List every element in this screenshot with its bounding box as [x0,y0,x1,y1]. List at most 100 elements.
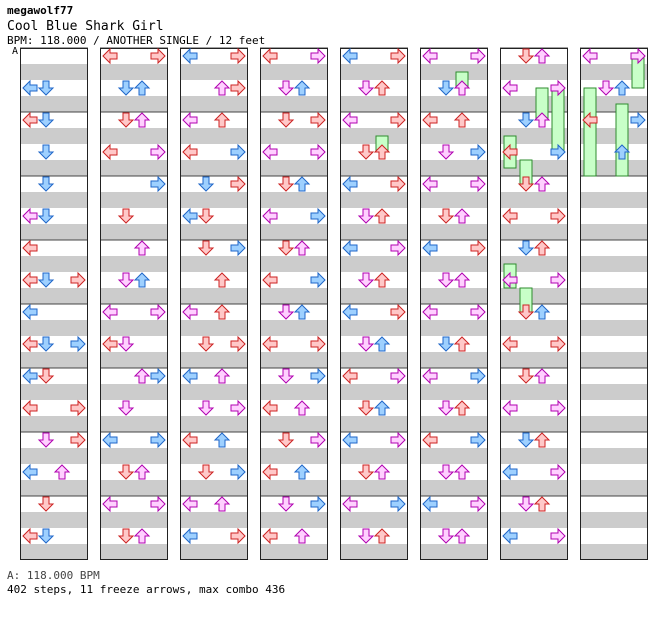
right-arrow-icon [550,399,566,417]
down-arrow-icon [277,112,295,128]
left-arrow-icon [502,335,518,353]
right-arrow-icon [470,175,486,193]
left-arrow-icon [502,399,518,417]
down-arrow-icon [37,528,55,544]
down-arrow-icon [37,208,55,224]
down-arrow-icon [117,528,135,544]
left-arrow-icon [342,47,358,65]
chart-column-2 [100,47,168,560]
beat-band [20,544,88,560]
beat-band [500,192,568,208]
down-arrow-icon [37,80,55,96]
beat-band [180,416,248,432]
down-arrow-icon [277,496,295,512]
up-arrow-icon [533,176,551,192]
beat-band [500,480,568,496]
up-arrow-icon [133,272,151,288]
left-arrow-icon [22,367,38,385]
beat-band [260,416,328,432]
column-frame [180,48,248,560]
down-arrow-icon [357,80,375,96]
right-arrow-icon [470,431,486,449]
down-arrow-icon [357,528,375,544]
left-arrow-icon [102,143,118,161]
up-arrow-icon [453,112,471,128]
down-arrow-icon [517,496,535,512]
down-arrow-icon [117,400,135,416]
down-arrow-icon [517,368,535,384]
right-arrow-icon [310,207,326,225]
up-arrow-icon [133,112,151,128]
left-arrow-icon [502,207,518,225]
chart-column-5 [340,47,408,560]
right-arrow-icon [310,111,326,129]
beat-band [500,352,568,368]
beat-band [20,128,88,144]
beat-band [340,544,408,560]
up-arrow-icon [133,464,151,480]
beat-band [340,480,408,496]
beat-band [100,224,168,240]
up-arrow-icon [373,144,391,160]
column-frame [340,48,408,560]
up-arrow-icon [533,432,551,448]
up-arrow-icon [293,464,311,480]
left-arrow-icon [422,495,438,513]
right-arrow-icon [70,271,86,289]
beat-band [500,160,568,176]
right-arrow-icon [310,367,326,385]
beat-band [340,512,408,528]
beat-band [260,160,328,176]
up-arrow-icon [213,272,231,288]
down-arrow-icon [357,400,375,416]
down-arrow-icon [197,464,215,480]
up-arrow-icon [213,112,231,128]
down-arrow-icon [277,368,295,384]
up-arrow-icon [533,368,551,384]
down-arrow-icon [437,528,455,544]
left-arrow-icon [182,431,198,449]
up-arrow-icon [453,336,471,352]
left-arrow-icon [22,335,38,353]
beat-band [260,352,328,368]
down-arrow-icon [357,272,375,288]
beat-band [20,64,88,80]
left-arrow-icon [422,431,438,449]
beat-band [340,448,408,464]
left-arrow-icon [582,47,598,65]
left-arrow-icon [22,463,38,481]
right-arrow-icon [230,335,246,353]
down-arrow-icon [357,336,375,352]
beat-band [420,544,488,560]
left-arrow-icon [502,79,518,97]
beat-band [20,224,88,240]
up-arrow-icon [293,528,311,544]
left-arrow-icon [502,143,518,161]
down-arrow-icon [437,272,455,288]
beat-band [500,544,568,560]
column-frame [100,48,168,560]
up-arrow-icon [213,304,231,320]
up-arrow-icon [213,80,231,96]
beat-band [20,320,88,336]
right-arrow-icon [390,495,406,513]
beat-band [260,544,328,560]
up-arrow-icon [533,112,551,128]
left-arrow-icon [102,495,118,513]
left-arrow-icon [22,207,38,225]
beat-band [260,256,328,272]
beat-band [580,544,648,560]
left-arrow-icon [102,303,118,321]
right-arrow-icon [310,271,326,289]
column-frame [420,48,488,560]
down-arrow-icon [517,48,535,64]
left-arrow-icon [262,335,278,353]
down-arrow-icon [197,208,215,224]
beat-band [340,384,408,400]
beat-band [340,224,408,240]
beat-band [20,192,88,208]
beat-band [420,288,488,304]
left-arrow-icon [22,111,38,129]
beat-band [180,96,248,112]
